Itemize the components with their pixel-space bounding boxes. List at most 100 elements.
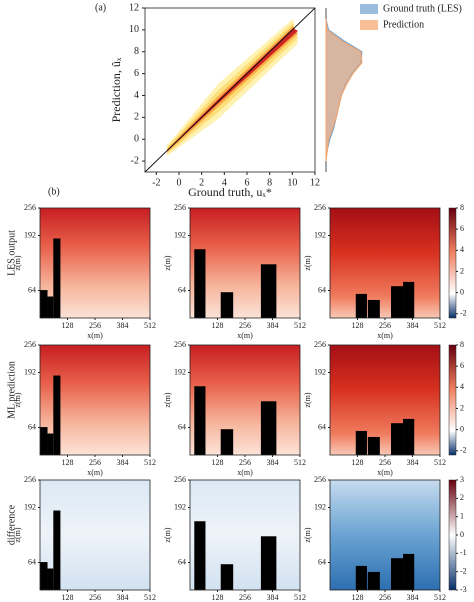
y-tick-label: 2 (134, 112, 139, 123)
y-tick-label: 256 (314, 475, 326, 484)
y-tick-label: 256 (24, 203, 36, 212)
legend-label: Ground truth (LES) (383, 3, 462, 14)
y-tick-label: 64 (318, 422, 326, 431)
x-tick-label: 384 (267, 321, 279, 330)
building (403, 553, 415, 590)
building (47, 433, 54, 455)
x-tick-label: 2 (199, 177, 204, 188)
field-map (190, 208, 300, 318)
y-axis-label: z(m) (163, 255, 172, 270)
y-tick-label: 192 (314, 230, 326, 239)
y-tick-label: 192 (24, 230, 36, 239)
colorbar-tick-label: 3 (460, 475, 464, 484)
y-tick-label: 10 (129, 24, 139, 35)
colorbar-tick-label: -2 (460, 446, 467, 455)
x-tick-label: 256 (89, 593, 101, 602)
x-axis-label: x(m) (377, 331, 393, 340)
identity-line (144, 7, 316, 173)
x-tick-label: 256 (89, 458, 101, 467)
x-tick-label: 256 (89, 321, 101, 330)
y-axis-label: z(m) (163, 527, 172, 542)
y-tick-label: 64 (318, 557, 326, 566)
building (53, 510, 61, 590)
y-tick-label: 0 (134, 133, 139, 144)
x-tick-label: 512 (144, 458, 156, 467)
y-tick-label: 12 (129, 2, 139, 13)
y-tick-label: 192 (174, 367, 186, 376)
x-tick-label: 0 (177, 177, 182, 188)
legend-label: Prediction (383, 19, 424, 30)
x-tick-label: 512 (294, 593, 306, 602)
colorbar-tick-label: 6 (460, 361, 464, 370)
x-axis-label: x(m) (237, 331, 253, 340)
building (220, 292, 234, 318)
map-frame (329, 207, 441, 319)
density-cloud (167, 28, 298, 152)
y-tick-label: 64 (178, 557, 186, 566)
y-tick-label: 192 (174, 230, 186, 239)
x-axis-label: x(m) (377, 468, 393, 477)
x-tick-label: 128 (212, 593, 224, 602)
y-axis-label: z(m) (13, 392, 22, 407)
field-map (330, 345, 440, 455)
y-tick-label: 64 (28, 557, 36, 566)
building (355, 293, 367, 318)
y-tick-label: 256 (314, 340, 326, 349)
x-tick-label: 256 (239, 593, 251, 602)
map-frame (189, 207, 301, 319)
building (260, 264, 277, 318)
x-tick-label: 128 (62, 458, 74, 467)
panel-label: (a) (95, 2, 106, 13)
y-tick-label: 192 (314, 502, 326, 511)
building (403, 281, 415, 318)
x-tick-label: 384 (117, 593, 129, 602)
y-tick-label: 256 (24, 340, 36, 349)
x-tick-label: 128 (62, 593, 74, 602)
x-tick-label: 384 (267, 458, 279, 467)
building (220, 429, 234, 455)
building (391, 558, 404, 590)
map-frame (329, 344, 441, 456)
y-axis-label: z(m) (303, 527, 312, 542)
colorbar-tick-label: -2 (460, 309, 467, 318)
x-tick-label: 10 (287, 177, 297, 188)
x-tick-label: 512 (294, 321, 306, 330)
x-axis-label: x(m) (87, 331, 103, 340)
building (355, 430, 367, 455)
map-frame (39, 207, 151, 319)
x-tick-label: 128 (212, 458, 224, 467)
colorbar-tick-label: -1 (460, 548, 467, 557)
x-tick-label: 512 (434, 593, 446, 602)
y-tick-label: 192 (314, 367, 326, 376)
x-tick-label: 6 (245, 177, 250, 188)
x-tick-label: 12 (310, 177, 320, 188)
map-frame (39, 344, 151, 456)
y-tick-label: 256 (174, 475, 186, 484)
x-tick-label: 128 (352, 321, 364, 330)
x-tick-label: -2 (152, 177, 160, 188)
colorbar-tick-label: 4 (460, 382, 464, 391)
y-axis-label: z(m) (303, 392, 312, 407)
map-frame (329, 479, 441, 591)
colorbar (448, 479, 457, 591)
building (367, 299, 380, 318)
colorbar-tick-label: 1 (460, 511, 464, 520)
building (260, 401, 277, 455)
x-tick-label: 256 (379, 593, 391, 602)
x-tick-label: 256 (239, 321, 251, 330)
colorbar-tick-label: 4 (460, 245, 464, 254)
building (47, 568, 54, 590)
colorbar-tick-label: 2 (460, 493, 464, 502)
y-tick-label: 192 (24, 502, 36, 511)
plot-frame (144, 7, 316, 173)
y-tick-label: 192 (174, 502, 186, 511)
map-frame (189, 344, 301, 456)
y-tick-label: 64 (318, 285, 326, 294)
x-axis-label: x(m) (87, 468, 103, 477)
y-tick-label: 64 (178, 422, 186, 431)
colorbar-tick-label: -2 (460, 566, 467, 575)
marginal-density (325, 18, 363, 162)
building (40, 290, 48, 318)
building (220, 564, 234, 590)
